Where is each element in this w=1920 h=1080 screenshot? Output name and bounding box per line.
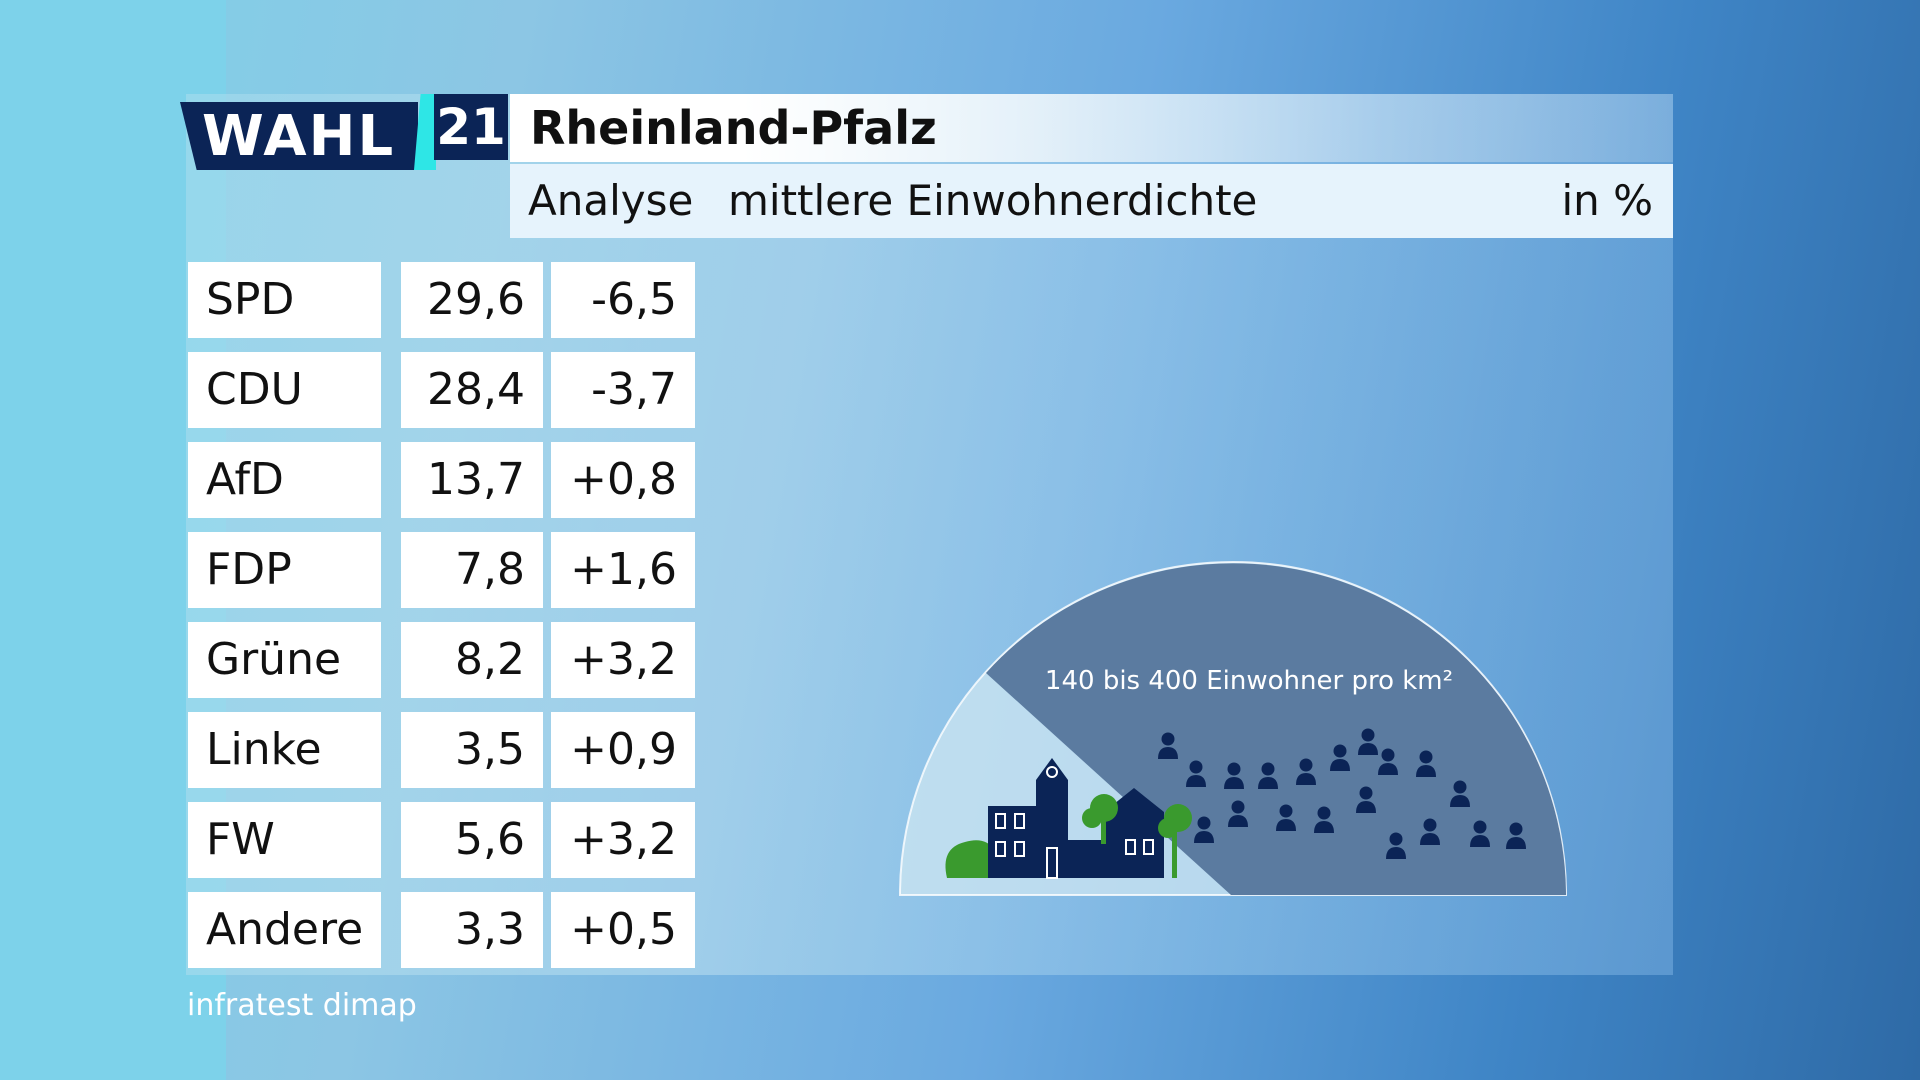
logo-number: 21	[434, 94, 508, 160]
vote-change: -6,5	[551, 262, 695, 338]
tree-icon	[1082, 794, 1118, 844]
vote-change: +0,8	[551, 442, 695, 518]
vote-change: +0,5	[551, 892, 695, 968]
party-name: AfD	[188, 442, 381, 518]
table-row: FW 5,6 +3,2	[188, 802, 695, 878]
vote-share: 3,3	[401, 892, 543, 968]
tree-icon	[1158, 804, 1192, 878]
table-row: Grüne 8,2 +3,2	[188, 622, 695, 698]
vote-share: 7,8	[401, 532, 543, 608]
gauge-label: 140 bis 400 Einwohner pro km²	[1045, 666, 1453, 696]
party-name: Andere	[188, 892, 381, 968]
page-title: Rheinland-Pfalz	[530, 101, 937, 155]
vote-share: 3,5	[401, 712, 543, 788]
party-name: SPD	[188, 262, 381, 338]
table-row: Andere 3,3 +0,5	[188, 892, 695, 968]
table-row: FDP 7,8 +1,6	[188, 532, 695, 608]
party-name: FDP	[188, 532, 381, 608]
party-name: FW	[188, 802, 381, 878]
vote-change: +3,2	[551, 622, 695, 698]
party-name: Grüne	[188, 622, 381, 698]
party-name: Linke	[188, 712, 381, 788]
vote-share: 13,7	[401, 442, 543, 518]
gauge-segment	[986, 563, 1566, 895]
town-icon	[945, 758, 1192, 879]
table-row: SPD 29,6 -6,5	[188, 262, 695, 338]
vote-share: 5,6	[401, 802, 543, 878]
source-label: infratest dimap	[187, 988, 417, 1023]
vote-change: +1,6	[551, 532, 695, 608]
vote-change: +3,2	[551, 802, 695, 878]
logo-text: WAHL	[202, 104, 396, 169]
table-row: CDU 28,4 -3,7	[188, 352, 695, 428]
table-row: Linke 3,5 +0,9	[188, 712, 695, 788]
unit-label: in %	[1561, 176, 1653, 225]
vote-share: 8,2	[401, 622, 543, 698]
bush-icon	[945, 840, 995, 878]
wahl-logo: WAHL	[180, 102, 418, 170]
vote-change: -3,7	[551, 352, 695, 428]
logo-accent-stripe	[414, 94, 436, 170]
party-name: CDU	[188, 352, 381, 428]
subtitle-bar: Analyse mittlere Einwohnerdichte in %	[510, 164, 1673, 238]
subtitle-topic: mittlere Einwohnerdichte	[728, 176, 1258, 225]
table-row: AfD 13,7 +0,8	[188, 442, 695, 518]
title-bar: Rheinland-Pfalz	[510, 94, 1673, 162]
vote-share: 29,6	[401, 262, 543, 338]
vote-share: 28,4	[401, 352, 543, 428]
vote-change: +0,9	[551, 712, 695, 788]
subtitle-analysis: Analyse	[528, 176, 694, 225]
